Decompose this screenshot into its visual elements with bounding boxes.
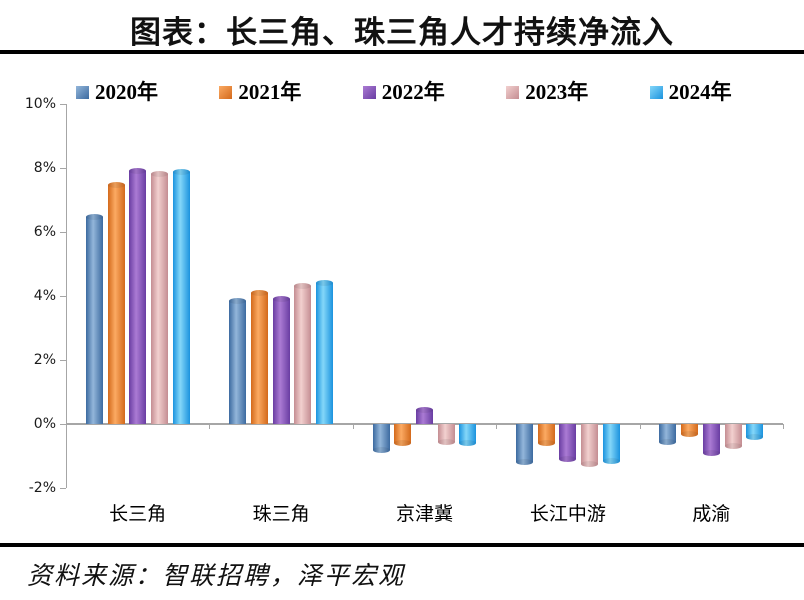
bar-2024年-长三角 <box>172 169 190 424</box>
bar-cap <box>107 182 125 189</box>
x-axis-tick <box>639 424 641 429</box>
bar-2024年-珠三角 <box>316 280 333 424</box>
y-axis-tick <box>60 295 66 297</box>
x-category-label: 珠三角 <box>252 504 310 525</box>
bar-cap <box>702 449 720 456</box>
x-category-label: 长江中游 <box>529 504 606 525</box>
x-axis-line <box>66 423 783 425</box>
legend-swatch-icon <box>76 85 89 99</box>
x-category-label: 成渝 <box>692 504 731 525</box>
y-axis-tick <box>60 231 66 233</box>
bar-2021年-长三角 <box>107 182 125 424</box>
title-divider <box>0 50 804 54</box>
bar-cap <box>746 433 764 440</box>
x-axis-tick <box>66 424 67 429</box>
x-category-label: 京津冀 <box>395 504 453 525</box>
legend-swatch-icon <box>362 85 376 99</box>
bar-2023年-成渝 <box>724 424 742 450</box>
bar-cap <box>516 459 533 466</box>
bar-cap <box>394 440 412 447</box>
y-tick-label: 0% <box>33 416 56 432</box>
bar-2020年-长江中游 <box>516 424 533 466</box>
bar-cap <box>372 446 390 453</box>
legend-swatch-icon <box>506 85 520 99</box>
y-axis-line <box>66 103 67 489</box>
chart-title: 图表：长三角、珠三角人才持续净流入 <box>130 15 674 50</box>
bar-cap <box>559 456 577 463</box>
bar-2022年-京津冀 <box>416 406 433 424</box>
bar-2023年-长三角 <box>150 171 168 424</box>
bar-2021年-长江中游 <box>537 424 555 447</box>
bar-cap <box>272 296 290 303</box>
bar-cap <box>85 214 103 221</box>
bar-2021年-珠三角 <box>250 289 268 424</box>
x-axis-tick <box>352 424 354 429</box>
legend-swatch-icon <box>219 85 233 99</box>
legend-item: 2020年 <box>76 78 158 106</box>
bar-cap <box>172 169 190 176</box>
bar-2020年-珠三角 <box>229 297 247 424</box>
bar-cap <box>659 438 677 445</box>
bar-2023年-长江中游 <box>581 424 599 468</box>
bar-2022年-珠三角 <box>272 296 290 424</box>
y-axis-tick <box>60 167 66 169</box>
bar-2022年-长江中游 <box>559 424 577 463</box>
bar-2020年-京津冀 <box>372 424 390 453</box>
bar-2023年-京津冀 <box>437 424 455 445</box>
legend-item: 2023年 <box>506 78 588 106</box>
bar-2024年-长江中游 <box>602 424 620 464</box>
bar-cap <box>150 171 168 178</box>
chart-legend: 2020年 2021年 2022年 2023年 2024年 <box>0 78 804 106</box>
y-tick-label: 8% <box>33 159 56 176</box>
y-axis-tick <box>60 488 66 490</box>
bar-cap <box>681 430 699 437</box>
legend-item: 2022年 <box>362 78 445 106</box>
legend-label: 2020年 <box>95 79 158 104</box>
y-axis-tick <box>60 424 66 425</box>
bar-cap <box>294 283 312 290</box>
y-axis-tick <box>60 359 66 361</box>
bar-2024年-成渝 <box>746 424 764 440</box>
legend-swatch-icon <box>649 85 663 99</box>
bar-2021年-京津冀 <box>394 424 412 447</box>
y-axis-tick <box>60 103 66 105</box>
x-axis-tick <box>783 424 784 429</box>
legend-label: 2021年 <box>238 79 302 104</box>
legend-label: 2024年 <box>668 79 732 104</box>
source-divider <box>0 543 804 547</box>
legend-label: 2022年 <box>381 79 445 104</box>
bar-2024年-京津冀 <box>459 424 477 447</box>
bar-cap <box>129 167 147 174</box>
bar-cap <box>537 440 555 447</box>
bar-cap <box>316 280 333 287</box>
bar-cap <box>437 438 455 445</box>
bar-2021年-成渝 <box>681 424 699 437</box>
bar-2020年-长三角 <box>85 214 103 424</box>
bar-2022年-成渝 <box>702 424 720 456</box>
bar-cap <box>459 440 477 447</box>
x-axis-tick <box>496 424 498 429</box>
x-axis-tick <box>209 424 211 429</box>
bar-cap <box>229 297 247 304</box>
y-tick-label: 4% <box>33 287 56 304</box>
bar-2020年-成渝 <box>659 424 677 445</box>
source-text: 资料来源：智联招聘，泽平宏观 <box>27 563 406 590</box>
y-tick-label: 2% <box>33 351 56 368</box>
y-tick-label: -2% <box>28 480 56 497</box>
bar-cap <box>602 457 620 464</box>
bar-cap <box>250 289 268 296</box>
bar-cap <box>724 443 742 450</box>
bar-2022年-长三角 <box>129 167 147 424</box>
bar-cap <box>581 461 599 468</box>
bar-2023年-珠三角 <box>294 283 312 424</box>
legend-label: 2023年 <box>525 79 589 104</box>
legend-item: 2021年 <box>219 78 301 106</box>
x-category-label: 长三角 <box>109 504 167 525</box>
y-tick-label: 10% <box>24 95 56 112</box>
y-tick-label: 6% <box>33 223 56 240</box>
bar-cap <box>416 406 433 413</box>
legend-item: 2024年 <box>649 78 732 106</box>
